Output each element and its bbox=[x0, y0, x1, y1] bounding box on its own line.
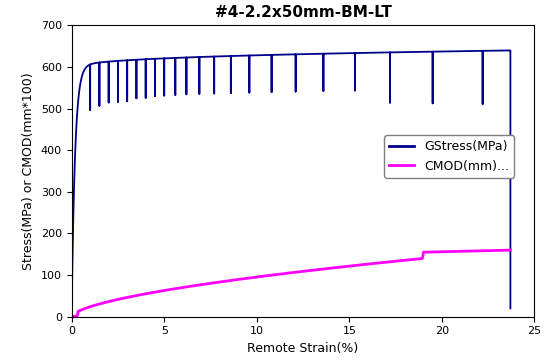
Y-axis label: Stress(MPa) or CMOD(mm*100): Stress(MPa) or CMOD(mm*100) bbox=[22, 72, 35, 270]
X-axis label: Remote Strain(%): Remote Strain(%) bbox=[247, 342, 359, 355]
Title: #4-2.2x50mm-BM-LT: #4-2.2x50mm-BM-LT bbox=[214, 5, 392, 20]
Legend: GStress(MPa), CMOD(mm)...: GStress(MPa), CMOD(mm)... bbox=[385, 135, 514, 178]
